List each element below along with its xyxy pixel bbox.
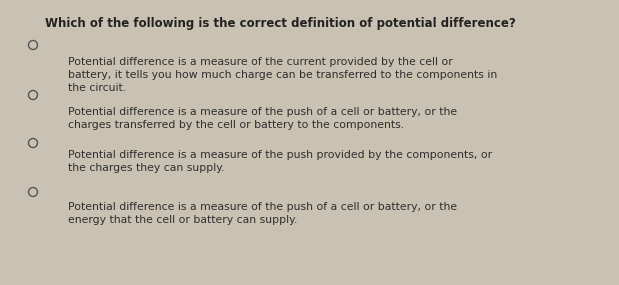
Text: Potential difference is a measure of the push of a cell or battery, or the
energ: Potential difference is a measure of the… <box>68 202 457 225</box>
Text: Potential difference is a measure of the push provided by the components, or
the: Potential difference is a measure of the… <box>68 150 492 173</box>
Text: Potential difference is a measure of the push of a cell or battery, or the
charg: Potential difference is a measure of the… <box>68 107 457 130</box>
Text: Which of the following is the correct definition of potential difference?: Which of the following is the correct de… <box>45 17 516 30</box>
Text: Potential difference is a measure of the current provided by the cell or
battery: Potential difference is a measure of the… <box>68 57 497 93</box>
